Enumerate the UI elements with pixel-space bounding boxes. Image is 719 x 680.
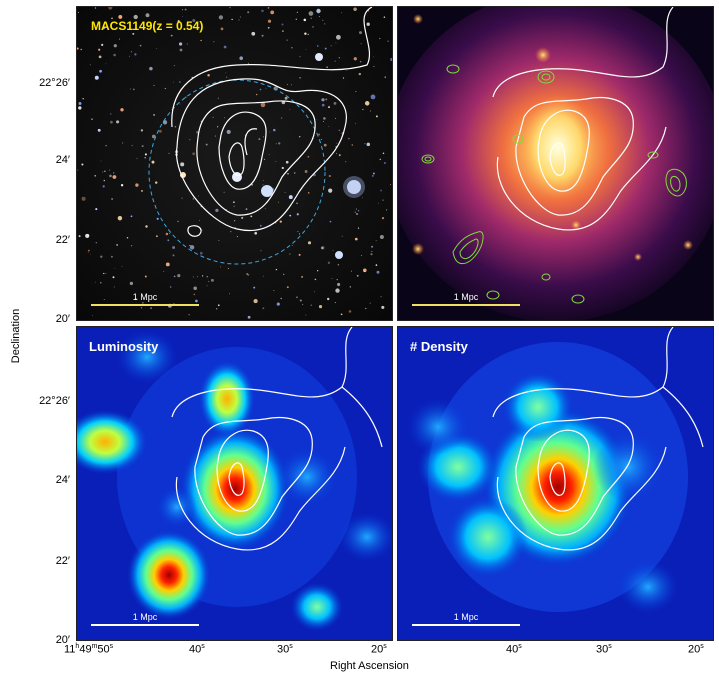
dec-tick-top-24: 24′ [55, 154, 70, 166]
x-axis-label: Right Ascension [330, 660, 409, 672]
p3-scale-bar: 1 Mpc [91, 612, 199, 626]
p1-title: MACS1149(z = 0.54) [91, 19, 204, 33]
p3-title: Luminosity [89, 339, 159, 354]
luminosity-map [77, 327, 392, 640]
density-map [398, 327, 713, 640]
p4-scale-bar: 1 Mpc [412, 612, 520, 626]
dec-tick-top-20: 20′ [55, 313, 70, 325]
ra-tick-right-30: 30s [596, 643, 612, 656]
p2-scale-label: 1 Mpc [453, 292, 479, 302]
xray-image-panel: 1 Mpc [397, 6, 714, 321]
ra-tick-left-30: 30s [277, 643, 293, 656]
ra-tick-left-40: 40s [189, 643, 205, 656]
ra-tick-50: 11h49m50s [64, 643, 114, 656]
optical-image-panel: MACS1149(z = 0.54) 1 Mpc [76, 6, 393, 321]
dec-tick-bottom-26: 22°26′ [39, 395, 70, 407]
dec-tick-top-22: 22′ [55, 234, 70, 246]
luminosity-map-panel: Luminosity 1 Mpc [76, 326, 393, 641]
dec-tick-top-26: 22°26′ [39, 77, 70, 89]
p1-scale-bar: 1 Mpc [91, 292, 199, 306]
p1-scale-label: 1 Mpc [132, 292, 158, 302]
ra-tick-left-20: 20s [371, 643, 387, 656]
xray-image [398, 7, 713, 320]
p3-scale-label: 1 Mpc [132, 612, 158, 622]
p2-scale-bar: 1 Mpc [412, 292, 520, 306]
dec-tick-bottom-22: 22′ [55, 555, 70, 567]
ra-tick-right-40: 40s [506, 643, 522, 656]
dec-tick-bottom-20: 20′ [55, 634, 70, 646]
y-axis-label: Declination [10, 308, 22, 364]
ra-tick-right-20: 20s [688, 643, 704, 656]
p4-scale-label: 1 Mpc [453, 612, 479, 622]
dec-tick-bottom-24: 24′ [55, 474, 70, 486]
optical-image [77, 7, 392, 320]
p4-title: # Density [410, 339, 468, 354]
density-map-panel: # Density 1 Mpc [397, 326, 714, 641]
